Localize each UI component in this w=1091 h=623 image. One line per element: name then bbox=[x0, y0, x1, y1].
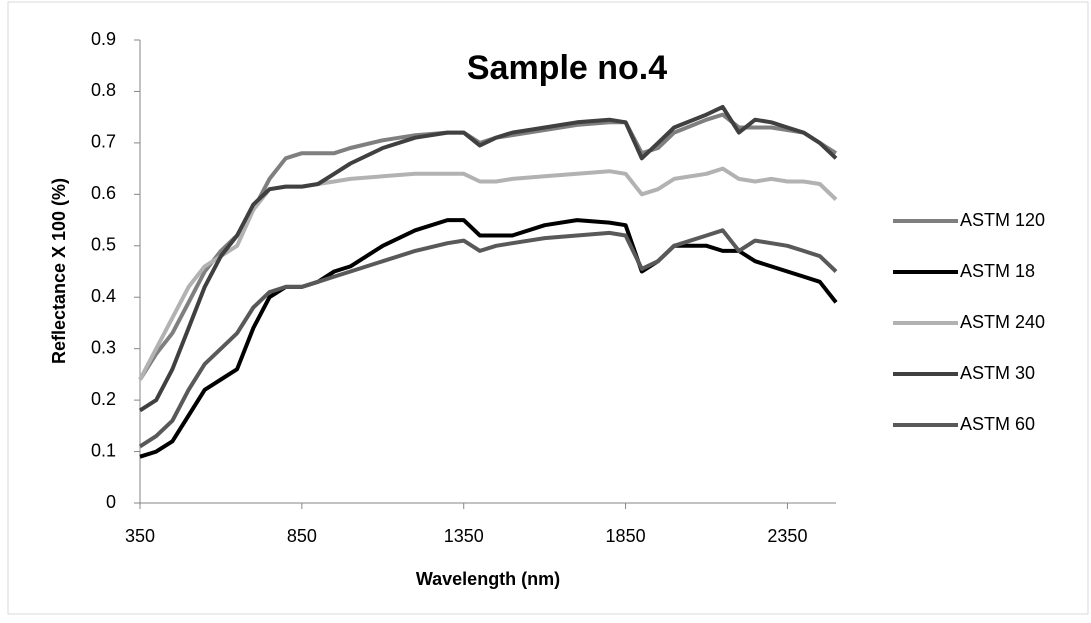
chart-title: Sample no.4 bbox=[467, 49, 667, 87]
chart-border bbox=[7, 1, 1089, 615]
legend-label: ASTM 240 bbox=[960, 312, 1045, 332]
y-tick-label: 0.3 bbox=[91, 337, 116, 357]
y-axis-label: Reflectance X 100 (%) bbox=[49, 178, 69, 364]
legend-label: ASTM 18 bbox=[960, 261, 1035, 281]
series-line bbox=[138, 166, 838, 381]
series-line bbox=[139, 218, 838, 459]
y-tick-label: 0.6 bbox=[91, 183, 116, 203]
y-tick-label: 0.1 bbox=[91, 440, 116, 460]
x-tick-label: 850 bbox=[287, 526, 317, 546]
y-tick-label: 0 bbox=[106, 492, 116, 512]
x-tick-label: 1350 bbox=[444, 526, 484, 546]
x-tick-label: 2350 bbox=[767, 526, 807, 546]
x-axis-label: Wavelength (nm) bbox=[416, 569, 560, 589]
x-tick-label: 1850 bbox=[606, 526, 646, 546]
series-line bbox=[138, 104, 838, 413]
y-tick-label: 0.8 bbox=[91, 80, 116, 100]
legend-label: ASTM 120 bbox=[960, 210, 1045, 230]
legend-label: ASTM 30 bbox=[960, 363, 1035, 383]
x-tick-label: 350 bbox=[125, 526, 155, 546]
y-tick-label: 0.9 bbox=[91, 29, 116, 49]
series-line bbox=[138, 228, 838, 449]
y-tick-label: 0.7 bbox=[91, 132, 116, 152]
y-tick-label: 0.2 bbox=[91, 389, 116, 409]
legend-label: ASTM 60 bbox=[960, 414, 1035, 434]
y-tick-label: 0.5 bbox=[91, 235, 116, 255]
y-tick-label: 0.4 bbox=[91, 286, 116, 306]
